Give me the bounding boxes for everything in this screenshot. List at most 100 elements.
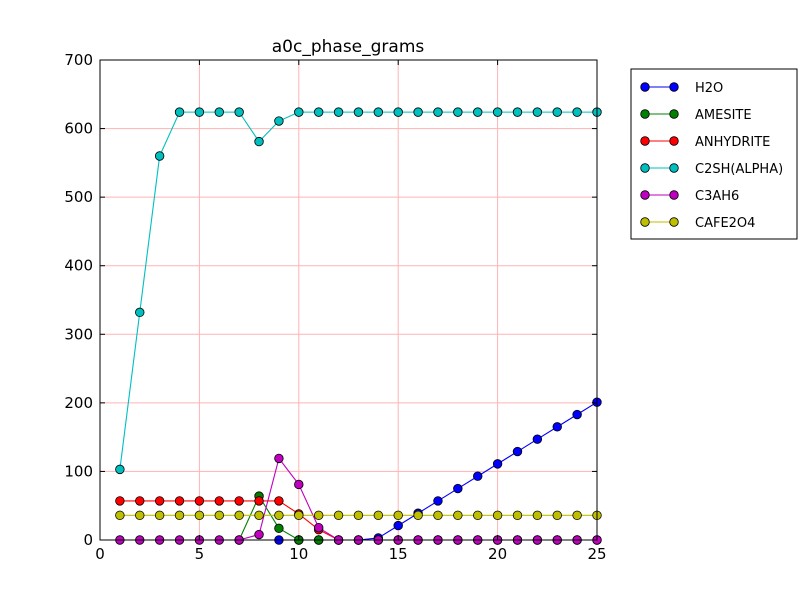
legend-marker — [669, 163, 679, 173]
data-point — [274, 116, 284, 126]
legend-marker — [669, 190, 679, 200]
y-tick-label: 700 — [64, 51, 93, 69]
x-tick-label: 5 — [195, 545, 205, 563]
data-point — [294, 107, 304, 117]
data-point — [194, 510, 205, 521]
legend-label: ANHYDRITE — [695, 135, 770, 150]
legend: H2O AMESITE ANHYDRITE C2SH(ALPHA) C3AH6 CAFE2… — [630, 68, 798, 240]
data-point — [532, 510, 543, 521]
data-point — [214, 510, 224, 521]
series-cafe2o4 — [115, 510, 602, 521]
data-point — [552, 107, 562, 117]
data-point — [393, 520, 403, 531]
y-tick-label: 0 — [83, 531, 93, 549]
legend-marker — [669, 82, 679, 92]
data-point — [234, 107, 244, 117]
data-point — [115, 464, 125, 475]
data-point — [154, 510, 165, 521]
data-point — [254, 529, 264, 540]
data-point — [572, 510, 582, 521]
data-point — [254, 496, 264, 506]
plot-frame — [99, 59, 598, 541]
data-point — [333, 107, 344, 117]
data-point — [174, 496, 185, 506]
data-point — [473, 107, 483, 117]
data-point — [532, 434, 543, 444]
legend-label: AMESITE — [695, 108, 752, 123]
data-point — [294, 510, 304, 521]
data-point — [492, 107, 503, 117]
data-point — [393, 107, 403, 117]
data-point — [254, 510, 264, 521]
data-point — [274, 510, 284, 521]
x-tick-label: 20 — [488, 545, 507, 563]
data-point — [512, 107, 523, 117]
grid-lines — [100, 60, 597, 540]
data-point — [373, 510, 384, 521]
data-point — [373, 107, 384, 117]
data-point — [154, 151, 165, 161]
data-point — [115, 510, 125, 521]
data-point — [154, 496, 165, 506]
legend-label: C3AH6 — [695, 189, 739, 204]
data-point — [532, 107, 543, 117]
legend-marker — [669, 136, 679, 146]
data-point — [413, 510, 423, 521]
plot-area — [100, 60, 597, 540]
legend-marker — [640, 82, 650, 92]
data-point — [174, 107, 185, 117]
legend-marker — [640, 109, 650, 119]
legend-box — [630, 68, 798, 240]
y-tick-label: 100 — [64, 462, 93, 480]
legend-label: C2SH(ALPHA) — [695, 162, 783, 177]
data-point — [294, 479, 304, 490]
data-point — [274, 496, 284, 506]
data-point — [572, 107, 582, 117]
y-tick-label: 600 — [64, 120, 93, 138]
data-point — [353, 510, 364, 521]
data-point — [433, 107, 443, 117]
series-c2sh-alpha- — [115, 107, 602, 475]
data-point — [135, 307, 145, 318]
y-tick-label: 400 — [64, 257, 93, 275]
data-point — [194, 107, 205, 117]
y-tick-label: 200 — [64, 394, 93, 412]
data-point — [433, 510, 443, 521]
legend-marker — [669, 109, 679, 119]
legend-label: H2O — [695, 81, 723, 96]
data-point — [313, 107, 324, 117]
data-point — [174, 510, 185, 521]
data-point — [274, 453, 284, 464]
x-tick-label: 10 — [289, 545, 308, 563]
data-point — [115, 496, 125, 506]
data-point — [492, 459, 503, 469]
data-point — [274, 523, 284, 534]
data-point — [473, 471, 483, 481]
data-point — [393, 510, 403, 521]
data-point — [313, 522, 324, 533]
data-point — [473, 510, 483, 521]
y-tick-label: 500 — [64, 188, 93, 206]
legend-marker — [640, 136, 650, 146]
data-point — [353, 107, 364, 117]
data-point — [135, 496, 145, 506]
y-tick-label: 300 — [64, 325, 93, 343]
data-point — [413, 107, 423, 117]
data-point — [453, 510, 463, 521]
data-point — [453, 107, 463, 117]
data-point — [492, 510, 503, 521]
chart-title: a0c_phase_grams — [272, 37, 425, 57]
legend-label: CAFE2O4 — [695, 216, 755, 231]
data-point — [512, 510, 523, 521]
data-point — [194, 496, 205, 506]
legend-marker — [640, 217, 650, 227]
data-point — [572, 409, 582, 420]
axis-ticks: 0 5 10 15 20 25 0 100 200 300 400 500 600 700 — [64, 51, 606, 563]
data-point — [214, 107, 224, 117]
data-point — [552, 510, 562, 521]
data-point — [234, 510, 244, 521]
data-point — [135, 510, 145, 521]
data-point — [552, 422, 562, 432]
data-point — [254, 136, 264, 147]
